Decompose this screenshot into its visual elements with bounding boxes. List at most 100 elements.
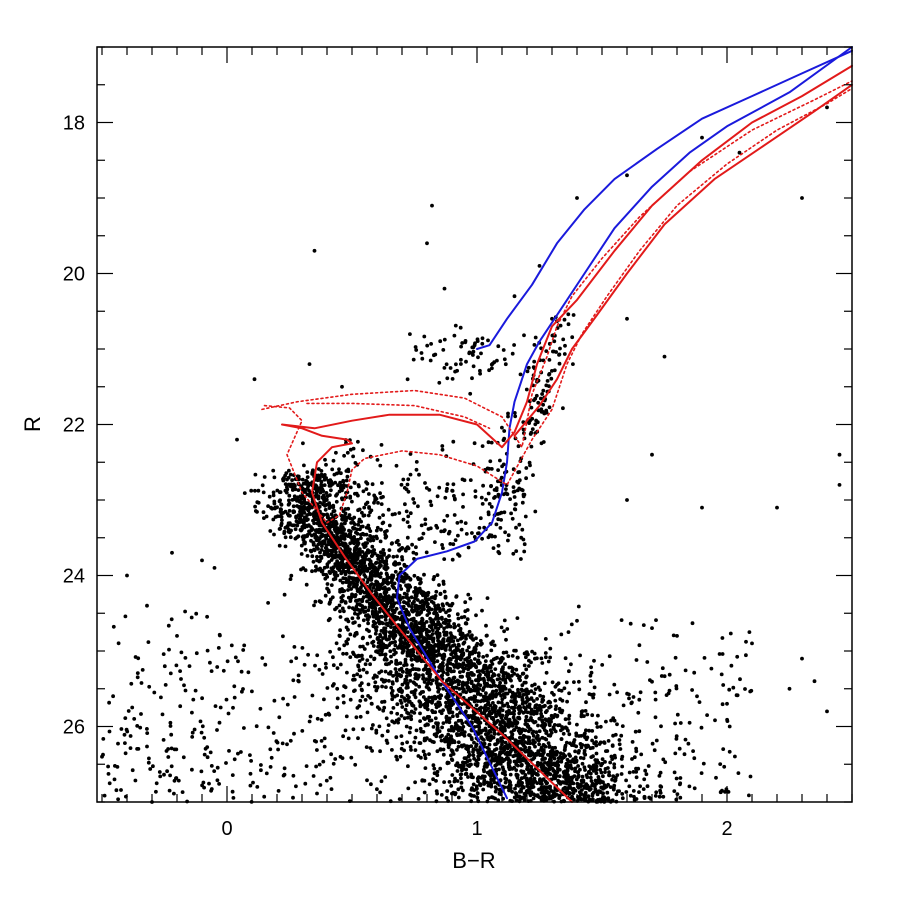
star-point (371, 535, 376, 539)
star-point (319, 569, 324, 574)
star-point (466, 592, 471, 597)
star-point (290, 478, 294, 482)
star-point (401, 618, 405, 623)
star-point (277, 527, 282, 531)
star-point (459, 344, 463, 349)
star-point (288, 484, 293, 489)
star-point (318, 541, 323, 545)
star-point (424, 620, 429, 624)
star-point (435, 791, 439, 796)
star-point (493, 683, 498, 688)
star-point (417, 621, 422, 625)
star-point (436, 648, 441, 653)
star-point (289, 573, 294, 578)
star-point (462, 756, 467, 760)
star-point (350, 554, 354, 559)
star-point (353, 461, 358, 465)
star-point (671, 633, 676, 638)
star-point (553, 684, 558, 689)
star-point (536, 685, 541, 690)
star-point (599, 763, 603, 768)
star-point (449, 757, 454, 762)
star-point (314, 494, 318, 499)
star-point (495, 358, 499, 363)
star-point (542, 796, 547, 800)
star-point (461, 505, 465, 509)
star-point (283, 544, 288, 549)
star-point (658, 788, 662, 793)
star-point (314, 484, 318, 489)
star-point (478, 683, 483, 688)
star-point (369, 576, 374, 581)
star-point (440, 667, 445, 671)
star-point (713, 718, 717, 723)
star-point (447, 720, 452, 725)
star-point (282, 592, 287, 597)
star-point (442, 626, 446, 631)
star-point (343, 600, 348, 604)
star-point (212, 769, 217, 773)
star-point (299, 510, 304, 515)
star-point (413, 688, 418, 692)
star-point (345, 474, 350, 479)
star-point (456, 744, 461, 749)
star-point (425, 722, 429, 727)
star-point (335, 696, 340, 701)
star-point (573, 788, 578, 793)
star-point (166, 623, 171, 628)
star-point (520, 672, 525, 676)
star-point (365, 641, 370, 646)
star-point (486, 338, 490, 343)
star-point (328, 600, 332, 605)
star-point (288, 472, 293, 477)
star-point (362, 505, 367, 510)
star-point (387, 548, 392, 552)
star-point (575, 770, 580, 774)
star-point (520, 500, 525, 505)
star-point (580, 774, 585, 779)
star-point (561, 406, 565, 411)
star-point (417, 667, 421, 672)
star-point (524, 667, 529, 672)
star-point (386, 594, 391, 598)
star-point (422, 716, 426, 721)
star-point (503, 362, 508, 367)
star-point (445, 601, 449, 606)
star-point (301, 518, 306, 523)
star-point (531, 796, 536, 801)
star-point (458, 656, 462, 661)
star-point (331, 655, 335, 660)
star-point (532, 691, 537, 696)
star-point (378, 539, 383, 544)
star-point (268, 765, 273, 769)
star-point (387, 643, 391, 647)
star-point (486, 535, 491, 540)
star-point (533, 793, 538, 798)
star-point (557, 774, 562, 779)
star-point (442, 518, 447, 523)
star-point (463, 521, 468, 525)
star-point (486, 671, 491, 675)
star-point (645, 660, 650, 664)
star-point (302, 541, 307, 546)
star-point (407, 730, 412, 735)
star-point (549, 730, 554, 735)
star-point (515, 479, 520, 484)
star-point (436, 695, 441, 699)
star-point (512, 294, 517, 299)
star-point (361, 560, 366, 565)
star-point (700, 505, 704, 510)
star-point (390, 693, 395, 698)
star-point (486, 706, 491, 711)
star-point (690, 688, 694, 692)
star-point (296, 488, 301, 492)
star-point (301, 537, 306, 542)
star-point (483, 726, 488, 731)
star-point (474, 643, 479, 648)
star-point (419, 523, 424, 528)
star-point (558, 709, 562, 714)
star-point (499, 669, 504, 674)
star-point (287, 493, 292, 498)
star-point (543, 736, 547, 741)
star-point (414, 545, 418, 550)
